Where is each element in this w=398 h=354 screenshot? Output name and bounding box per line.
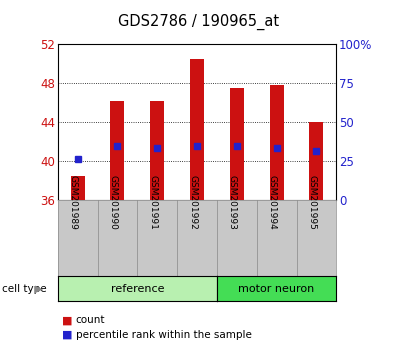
Text: ▶: ▶ <box>35 284 43 293</box>
Text: GSM201994: GSM201994 <box>267 175 277 230</box>
Text: GSM201989: GSM201989 <box>68 175 78 230</box>
Text: percentile rank within the sample: percentile rank within the sample <box>76 330 252 339</box>
Text: ■: ■ <box>62 330 72 339</box>
Text: GSM201992: GSM201992 <box>188 175 197 230</box>
Bar <box>310 122 324 200</box>
Text: GSM201991: GSM201991 <box>148 175 157 230</box>
Text: cell type: cell type <box>2 284 47 293</box>
Text: motor neuron: motor neuron <box>238 284 315 293</box>
Bar <box>111 101 124 200</box>
Text: reference: reference <box>111 284 164 293</box>
Bar <box>230 88 244 200</box>
Text: ■: ■ <box>62 315 72 325</box>
Text: GSM201993: GSM201993 <box>228 175 237 230</box>
Text: count: count <box>76 315 105 325</box>
Bar <box>150 101 164 200</box>
Text: GSM201990: GSM201990 <box>108 175 117 230</box>
Text: GDS2786 / 190965_at: GDS2786 / 190965_at <box>119 14 279 30</box>
Text: GSM201995: GSM201995 <box>307 175 316 230</box>
Bar <box>270 85 284 200</box>
Bar <box>190 59 204 200</box>
Bar <box>71 176 85 200</box>
